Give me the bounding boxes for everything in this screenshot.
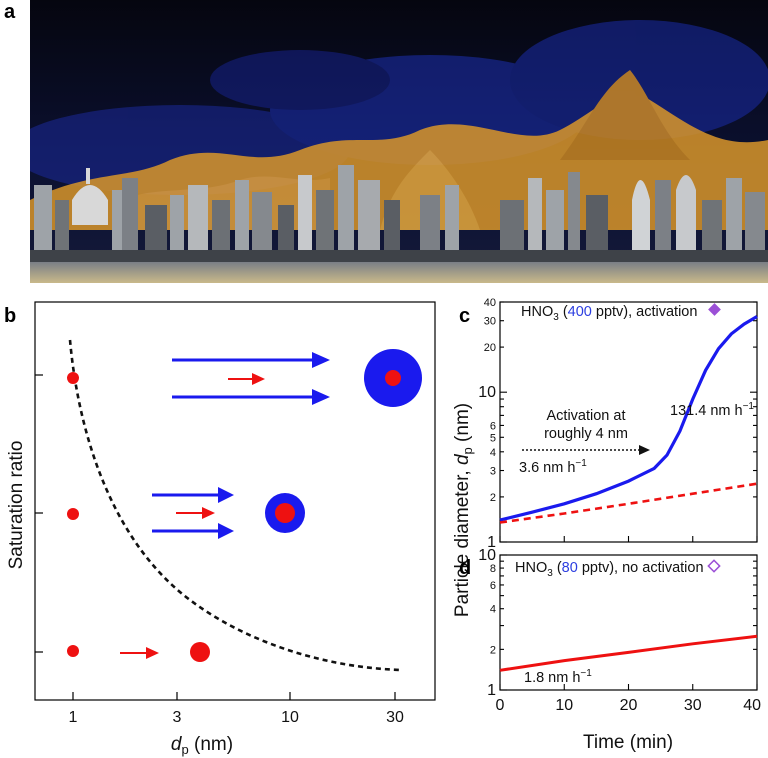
river [30,262,768,283]
panel-c-label: c [459,305,470,327]
panel-d-yticks: 1 2 4 6 810 [478,547,757,699]
vapor-arrow-top-1-head [312,352,330,368]
panel-c-ytick-label: 40 [484,297,496,309]
panel-d-ytick-label: 6 [490,580,496,592]
city-skyline-pollution-image [30,0,768,283]
panel-b-xtick-1: 1 [69,709,78,726]
panel-c-ytick-label: 2 [490,492,496,504]
panel-c-yticks: 1 2 3 4 56 10 20 30 40 [478,297,757,551]
particle-small-middle [67,508,79,520]
panel-b-xtick-10: 10 [281,709,299,726]
panel-d-ytick-label: 2 [490,644,496,656]
panel-d-legend-diamond-open [707,559,721,573]
panel-d-xlabel: Time (min) [583,732,673,753]
panel-d-xtick-label: 0 [496,697,505,714]
panel-d-legend: HNO3 (80 pptv), no activation [515,560,704,579]
panel-b-xticks [72,692,396,700]
activated-particle-medium-core [275,503,295,523]
critical-saturation-curve [68,339,403,672]
panel-b-xlabel: dp (nm) [171,734,233,757]
panel-d-xtick-label: 20 [620,697,638,714]
particle-small-bottom [67,645,79,657]
panel-d-ytick-label: 10 [478,547,496,564]
red-arrow-top-head [252,373,265,385]
panel-c-ytick-label: 30 [484,316,496,328]
particle-grown-bottom [190,642,210,662]
red-arrow-mid-head [202,507,215,519]
panel-b-ylabel: Saturation ratio [6,441,27,570]
panel-c-activation-arrow-head [639,445,650,455]
panel-b-yticks [35,374,43,653]
panel-c-xticks [499,536,758,542]
panel-b-xtick-30: 30 [386,709,404,726]
skyline-buildings [34,165,765,255]
panel-c-legend-diamond-filled [708,303,721,316]
panel-c-series-activation [499,315,758,522]
panel-b-label: b [4,305,16,327]
panel-d-ytick-label: 4 [490,604,496,616]
vapor-arrow-top-2-head [312,389,330,405]
panel-d-xtick-label: 10 [555,697,573,714]
panel-c-ytick-label: 3 [490,466,496,478]
panel-cd-ylabel: Particle diameter, dp (nm) [452,403,475,617]
vapor-arrow-mid-2-head [218,523,234,539]
waterfront [30,250,768,262]
panel-c-legend: HNO3 (400 pptv), activation [521,304,697,323]
panel-c-rate-high: 131.4 nm h−1 [670,401,754,419]
panel-d-ytick-label: 8 [490,563,496,575]
panel-d-xtick-label: 40 [743,697,761,714]
panel-d-series-growth [499,634,758,672]
panel-a-label: a [4,1,16,23]
panel-c-ytick-label: 5 [490,432,496,444]
panel-c-ytick-label: 20 [484,342,496,354]
panel-c-annotation-line1: Activation at [547,408,626,424]
panel-c-frame [499,301,758,543]
panel-c-annotation-line2: roughly 4 nm [544,426,628,442]
panel-b-xtick-3: 3 [173,709,182,726]
panel-d-rate: 1.8 nm h−1 [524,668,592,686]
panel-d-label: d [459,557,471,579]
red-arrow-bottom-head [146,647,159,659]
panel-b-frame [34,301,436,701]
panel-c-ytick-label: 1 [487,534,496,551]
panel-d-xticks: 0 10 20 30 40 [496,684,761,714]
particle-small-top [67,372,79,384]
panel-c-rate-low: 3.6 nm h−1 [519,458,587,476]
panel-c-ytick-label: 10 [478,384,496,401]
vapor-arrow-mid-1-head [218,487,234,503]
panel-c-series-no-activation [499,482,758,524]
panel-d-xtick-label: 30 [684,697,702,714]
panel-d-ytick-label: 1 [487,682,496,699]
activated-particle-large-core [385,370,401,386]
panel-c-ytick-label: 6 [490,420,496,432]
panel-c-ytick-label: 4 [490,447,496,459]
